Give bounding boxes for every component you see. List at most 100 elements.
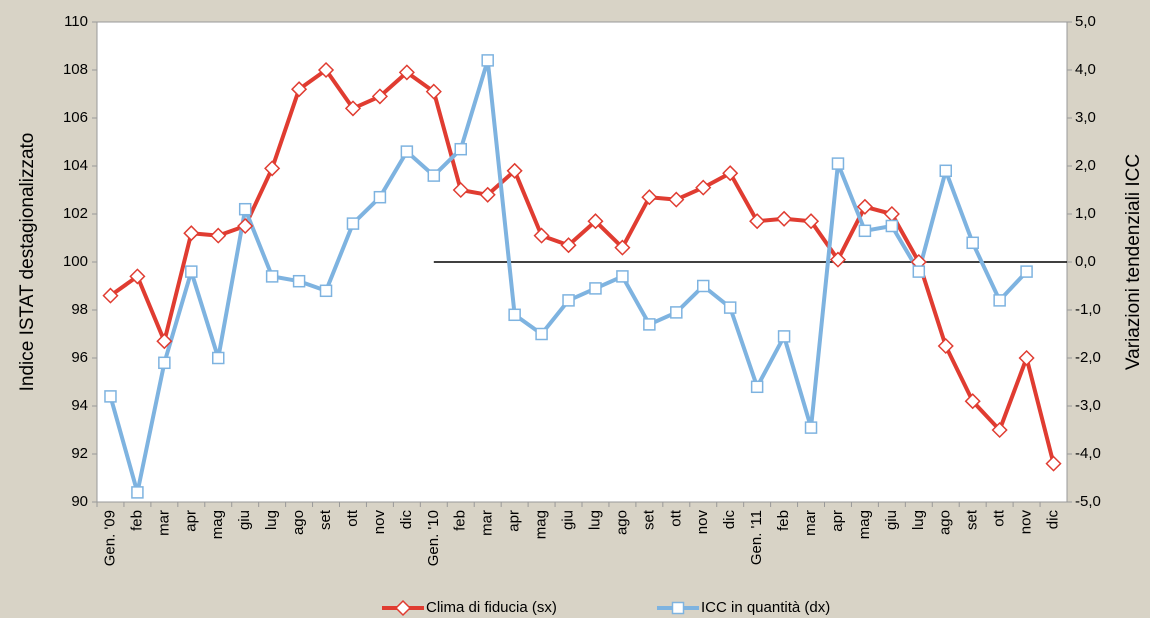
- x-tick-label: nov: [1018, 510, 1035, 535]
- x-tick-label: feb: [775, 510, 792, 531]
- x-tick-label: ott: [344, 509, 361, 527]
- x-tick-label: ago: [613, 510, 630, 535]
- data-marker: [697, 279, 710, 293]
- data-marker: [265, 270, 279, 283]
- x-tick-label: Gen. '11: [748, 510, 765, 565]
- y2-tick-label: 1,0: [1075, 205, 1096, 222]
- x-tick-label: giu: [559, 510, 576, 530]
- data-marker: [237, 217, 254, 235]
- x-tick-label: set: [317, 509, 334, 530]
- data-marker: [212, 351, 225, 365]
- data-marker: [831, 157, 845, 170]
- data-marker: [264, 160, 281, 177]
- y2-tick-label: -5,0: [1075, 493, 1101, 510]
- data-marker: [671, 601, 685, 615]
- data-marker: [104, 390, 117, 403]
- data-marker: [562, 294, 575, 307]
- y-tick-label: 98: [71, 301, 88, 318]
- x-tick-label: feb: [452, 510, 469, 531]
- data-marker: [589, 282, 602, 295]
- x-tick-label: set: [640, 509, 657, 530]
- data-marker: [641, 189, 658, 206]
- data-marker: [560, 237, 577, 254]
- data-marker: [481, 54, 494, 67]
- y-tick-label: 94: [71, 397, 88, 414]
- data-marker: [373, 190, 387, 204]
- data-marker: [1045, 455, 1062, 472]
- x-tick-label: lug: [910, 510, 927, 530]
- data-marker: [398, 64, 415, 81]
- data-marker: [777, 330, 791, 343]
- data-marker: [829, 251, 847, 268]
- data-marker: [885, 219, 899, 233]
- data-marker: [614, 239, 631, 256]
- data-marker: [508, 308, 521, 322]
- y-tick-label: 110: [64, 13, 88, 30]
- data-marker: [912, 265, 926, 278]
- data-marker: [670, 306, 683, 319]
- y-tick-label: 106: [63, 109, 88, 126]
- y-tick-label: 92: [71, 445, 88, 462]
- data-marker: [991, 421, 1008, 439]
- y2-tick-label: -2,0: [1075, 349, 1101, 366]
- x-tick-label: dic: [1044, 510, 1061, 530]
- x-tick-label: mag: [533, 510, 550, 539]
- data-marker: [964, 393, 981, 410]
- y2-tick-label: -4,0: [1075, 445, 1101, 462]
- x-tick-label: ott: [991, 509, 1008, 527]
- data-marker: [722, 165, 739, 182]
- y2-tick-label: 0,0: [1075, 253, 1096, 270]
- x-tick-label: apr: [506, 510, 523, 532]
- data-marker: [535, 327, 548, 341]
- data-marker: [479, 186, 496, 203]
- data-marker: [131, 486, 144, 499]
- x-tick-label: feb: [128, 510, 145, 531]
- y-tick-label: 96: [71, 349, 88, 366]
- x-tick-label: mar: [802, 510, 819, 536]
- y2-tick-label: 3,0: [1075, 109, 1096, 126]
- x-tick-label: Gen. '10: [425, 510, 442, 566]
- data-marker: [158, 356, 171, 370]
- x-tick-label: dic: [721, 510, 738, 530]
- data-marker: [156, 333, 173, 350]
- y2-tick-label: 5,0: [1075, 13, 1096, 30]
- x-tick-label: ago: [937, 510, 954, 535]
- data-marker: [317, 61, 335, 79]
- data-marker: [394, 599, 412, 617]
- data-marker: [291, 81, 308, 98]
- y2-tick-label: -3,0: [1075, 397, 1101, 414]
- x-tick-label: lug: [586, 510, 603, 530]
- x-tick-label: nov: [371, 510, 388, 535]
- x-tick-label: mar: [479, 510, 496, 536]
- y-tick-label: 104: [63, 157, 88, 174]
- x-tick-label: dic: [398, 510, 415, 530]
- data-marker: [643, 318, 656, 331]
- data-marker: [238, 202, 252, 216]
- data-marker: [776, 210, 793, 227]
- data-marker: [749, 213, 766, 230]
- y-tick-label: 90: [71, 493, 88, 510]
- x-tick-label: mag: [856, 510, 873, 539]
- x-tick-label: ott: [667, 509, 684, 527]
- data-marker: [506, 162, 523, 179]
- x-tick-label: mag: [209, 510, 226, 539]
- data-marker: [425, 83, 442, 100]
- x-tick-label: mar: [155, 510, 172, 536]
- data-marker: [937, 337, 954, 355]
- data-marker: [1020, 265, 1033, 278]
- legend-label: Clima di fiducia (sx): [426, 599, 557, 616]
- data-marker: [344, 100, 362, 117]
- data-marker: [183, 225, 200, 242]
- data-marker: [695, 179, 712, 196]
- data-marker: [400, 145, 414, 158]
- data-marker: [993, 294, 1006, 307]
- x-tick-label: Gen. '09: [101, 510, 118, 566]
- data-marker: [533, 227, 550, 244]
- x-tick-label: giu: [236, 510, 253, 530]
- x-tick-label: ago: [290, 510, 307, 535]
- data-marker: [102, 287, 119, 304]
- y2-axis-title: Variazioni tendenziali ICC: [1123, 154, 1144, 370]
- data-marker: [452, 181, 469, 199]
- data-marker: [802, 213, 820, 230]
